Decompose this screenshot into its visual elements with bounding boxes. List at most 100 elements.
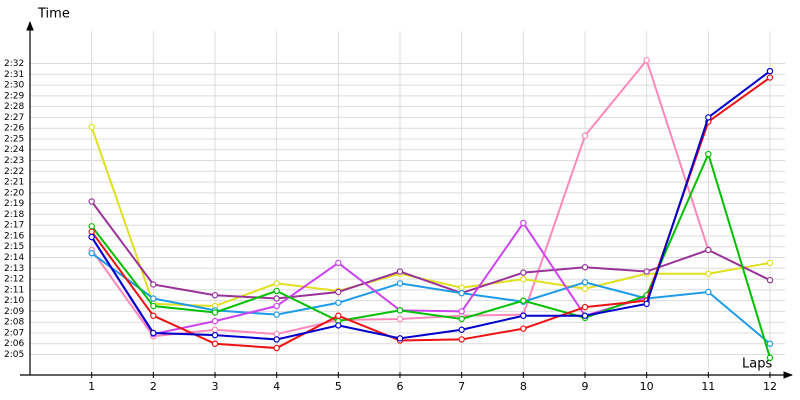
point [520,312,527,319]
x-tick-label: 5 [335,380,342,393]
series-line [90,70,771,341]
point [705,288,712,296]
point [273,336,280,343]
x-tick-label: 12 [763,380,777,393]
point [273,330,280,338]
point [396,315,404,323]
point [273,287,280,295]
point [273,280,280,287]
point [273,311,280,318]
point [705,150,712,158]
point [705,246,712,254]
y-tick-label: 2:11 [4,285,24,295]
point [581,312,589,319]
series-line [90,200,771,300]
y-tick-label: 2:13 [4,264,24,274]
point [88,233,95,241]
point [211,326,219,333]
point [705,270,712,277]
point [335,322,342,329]
series-line [90,76,771,350]
y-tick-label: 2:27 [4,113,24,123]
y-tick-label: 2:05 [4,350,24,360]
point [396,335,404,342]
x-tick-label: 8 [520,380,527,393]
point [520,325,527,332]
y-axis-title: Time [37,7,70,22]
y-tick-label: 2:06 [4,339,24,349]
x-tick-label: 9 [581,380,588,393]
x-tick-label: 7 [458,380,465,393]
point [643,300,650,308]
x-tick-label: 2 [150,380,157,393]
point [581,303,589,311]
y-tick-label: 2:24 [4,145,24,155]
point [396,307,404,314]
y-tick-label: 2:25 [4,134,24,144]
y-tick-label: 2:28 [4,102,24,112]
point [766,74,774,81]
point [581,264,589,271]
point [643,57,650,64]
series-line [90,221,647,336]
y-tick-label: 2:32 [4,59,24,69]
point [273,344,280,352]
point [581,279,589,286]
point [335,312,342,319]
point [211,340,219,347]
y-tick-label: 2:26 [4,124,24,134]
y-tick-label: 2:19 [4,199,24,209]
point [520,219,527,227]
series-line [90,151,771,359]
point [458,336,465,343]
point [520,297,527,304]
point [88,123,95,131]
point [273,302,280,310]
point [766,259,774,267]
series-line [91,252,771,345]
point [581,132,589,139]
point [88,228,95,235]
point [458,326,465,333]
x-axis-title: Laps [742,357,772,372]
x-tick-label: 6 [396,380,403,393]
point [643,268,650,275]
point [705,114,712,121]
y-tick-label: 2:22 [4,167,24,177]
y-tick-label: 2:18 [4,210,24,220]
point [88,198,95,205]
y-tick-label: 2:30 [4,81,24,91]
point [88,250,95,257]
point [211,317,219,325]
point [458,308,465,315]
point [150,295,157,302]
x-tick-label: 11 [701,380,715,393]
point [88,223,95,230]
point [520,275,527,283]
point [150,329,157,337]
point [520,269,527,276]
point [335,288,342,296]
point [211,292,219,299]
point [150,302,157,310]
point [396,268,404,275]
y-tick-label: 2:23 [4,156,24,166]
y-tick-label: 2:20 [4,188,24,198]
y-tick-label: 2:12 [4,275,24,285]
y-tick-label: 2:31 [4,70,24,80]
point [458,315,465,323]
y-tick-label: 2:17 [4,221,24,231]
y-tick-label: 2:07 [4,328,24,338]
x-tick-label: 1 [88,380,95,393]
point [211,331,219,339]
y-tick-label: 2:21 [4,178,24,188]
point [766,340,774,347]
point [458,289,465,297]
x-tick-label: 3 [211,380,218,393]
point [273,295,280,302]
point [458,284,465,291]
y-tick-label: 2:08 [4,318,24,328]
point [211,309,219,316]
point [335,259,342,267]
point [766,67,774,75]
